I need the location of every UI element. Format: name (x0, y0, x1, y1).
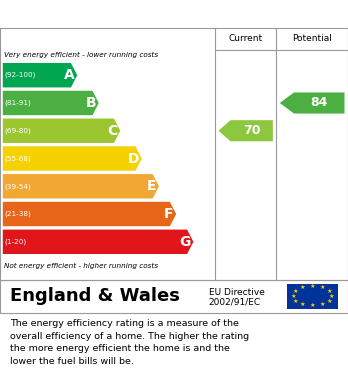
Text: (39-54): (39-54) (4, 183, 31, 190)
Text: ★: ★ (309, 284, 315, 289)
Text: D: D (128, 151, 139, 165)
Polygon shape (3, 63, 77, 88)
Text: G: G (180, 235, 191, 249)
Text: (55-68): (55-68) (4, 155, 31, 162)
Bar (287, 283, 338, 309)
Text: B: B (86, 96, 96, 110)
Text: (21-38): (21-38) (4, 211, 31, 217)
Polygon shape (3, 174, 159, 199)
Text: F: F (164, 207, 174, 221)
Text: A: A (64, 68, 75, 82)
Text: The energy efficiency rating is a measure of the
overall efficiency of a home. T: The energy efficiency rating is a measur… (10, 319, 250, 366)
Text: Potential: Potential (292, 34, 332, 43)
Text: ★: ★ (329, 294, 334, 299)
Polygon shape (3, 118, 120, 143)
Text: EU Directive: EU Directive (209, 288, 265, 297)
Text: (1-20): (1-20) (4, 239, 26, 245)
Polygon shape (3, 230, 193, 254)
Polygon shape (3, 146, 142, 171)
Text: ★: ★ (290, 294, 296, 299)
Text: Not energy efficient - higher running costs: Not energy efficient - higher running co… (4, 263, 158, 269)
Polygon shape (3, 202, 176, 226)
Text: ★: ★ (293, 289, 299, 294)
Text: (69-80): (69-80) (4, 127, 31, 134)
Text: (92-100): (92-100) (4, 72, 35, 79)
Text: ★: ★ (319, 302, 325, 307)
Text: 2002/91/EC: 2002/91/EC (209, 298, 261, 307)
Text: E: E (147, 179, 157, 193)
Text: England & Wales: England & Wales (10, 287, 180, 305)
Text: ★: ★ (319, 285, 325, 291)
Text: (81-91): (81-91) (4, 100, 31, 106)
Polygon shape (280, 92, 345, 113)
Text: Energy Efficiency Rating: Energy Efficiency Rating (69, 7, 279, 22)
Text: Very energy efficient - lower running costs: Very energy efficient - lower running co… (4, 52, 158, 58)
Text: 84: 84 (310, 97, 328, 109)
Text: 70: 70 (243, 124, 260, 137)
Text: ★: ★ (300, 302, 306, 307)
Text: ★: ★ (326, 298, 332, 303)
Text: C: C (108, 124, 118, 138)
Text: ★: ★ (309, 303, 315, 308)
Polygon shape (219, 120, 273, 141)
Text: ★: ★ (300, 285, 306, 291)
Text: ★: ★ (293, 298, 299, 303)
Text: Current: Current (229, 34, 263, 43)
Polygon shape (3, 91, 99, 115)
Text: ★: ★ (326, 289, 332, 294)
